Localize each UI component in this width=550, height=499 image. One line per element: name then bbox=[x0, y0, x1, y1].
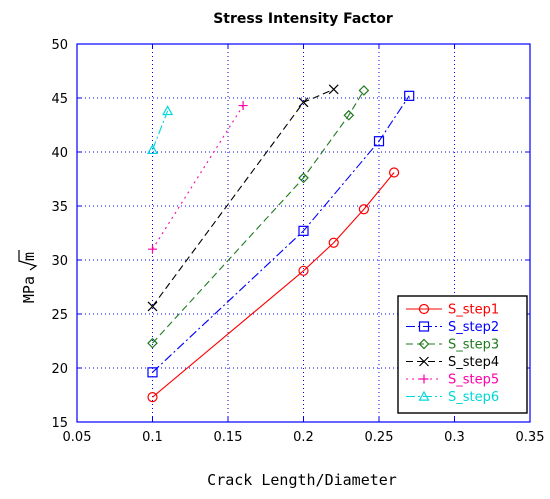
legend-label: S_step3 bbox=[448, 338, 499, 353]
legend-item: S_step3 bbox=[406, 338, 499, 353]
y-tick-label: 50 bbox=[51, 38, 68, 53]
y-tick-label: 35 bbox=[51, 200, 68, 215]
data-point-square bbox=[404, 90, 415, 101]
series-s-step1 bbox=[147, 167, 400, 403]
x-tick-label: 0.25 bbox=[365, 430, 394, 445]
data-point-circle bbox=[418, 303, 430, 315]
data-point-square bbox=[373, 136, 385, 147]
y-axis-title-unit: MPa bbox=[20, 276, 38, 303]
series-line bbox=[152, 172, 395, 398]
legend: S_step1 S_step2 S_step3 S_step4 S_step5 S_ste… bbox=[397, 295, 528, 414]
data-point-plus bbox=[238, 101, 248, 111]
data-point-triangle bbox=[418, 390, 430, 401]
series-line bbox=[152, 95, 410, 373]
legend-label: S_step5 bbox=[448, 373, 499, 388]
legend-item: S_step1 bbox=[406, 303, 499, 318]
series-s-step5 bbox=[148, 101, 248, 254]
legend-label: S_step6 bbox=[448, 390, 499, 405]
ticks-layer: 0.05 0.1 0.15 0.2 0.25 0.3 0.35 15 20 25 30 35 40 45 5… bbox=[51, 38, 544, 445]
data-point-plus bbox=[148, 244, 157, 254]
legend-label: S_step2 bbox=[448, 320, 499, 335]
legend-label: S_step4 bbox=[448, 355, 499, 370]
x-axis-title: Crack Length/Diameter bbox=[207, 471, 397, 489]
legend-label: S_step1 bbox=[448, 303, 499, 318]
data-point-circle bbox=[147, 392, 158, 403]
series-line bbox=[151, 110, 169, 151]
series-line bbox=[152, 90, 365, 344]
y-tick-label: 15 bbox=[51, 416, 68, 431]
x-tick-label: 0.1 bbox=[142, 430, 163, 445]
data-point-triangle bbox=[162, 105, 174, 116]
series-s-step3 bbox=[147, 85, 370, 349]
legend-item: S_step4 bbox=[406, 355, 499, 370]
data-point-square bbox=[298, 225, 309, 236]
x-tick-label: 0.2 bbox=[293, 430, 314, 445]
data-point-square bbox=[418, 321, 430, 332]
x-tick-label: 0.05 bbox=[63, 430, 92, 445]
y-axis-title-sqrt-arg: m bbox=[20, 252, 38, 261]
y-axis-title: MPa m bbox=[18, 250, 38, 303]
series-s-step6 bbox=[146, 105, 174, 155]
data-point-x bbox=[328, 84, 339, 95]
series-layer bbox=[146, 84, 415, 403]
data-point-circle bbox=[298, 265, 309, 276]
data-point-plus bbox=[419, 374, 429, 384]
legend-item: S_step6 bbox=[406, 390, 499, 405]
legend-item: S_step5 bbox=[406, 373, 499, 388]
data-point-x bbox=[298, 97, 309, 108]
y-tick-label: 45 bbox=[51, 92, 68, 107]
y-tick-label: 40 bbox=[51, 146, 68, 161]
data-point-square bbox=[147, 367, 158, 378]
chart-title: Stress Intensity Factor bbox=[213, 11, 393, 27]
y-tick-label: 30 bbox=[51, 254, 68, 269]
data-point-diamond bbox=[418, 338, 430, 350]
y-tick-label: 25 bbox=[51, 308, 68, 323]
series-s-step4 bbox=[147, 84, 339, 312]
data-point-x bbox=[147, 301, 158, 312]
data-point-x bbox=[419, 356, 429, 367]
legend-item: S_step2 bbox=[406, 320, 499, 335]
x-tick-label: 0.3 bbox=[444, 430, 465, 445]
data-point-circle bbox=[358, 204, 369, 215]
data-point-diamond bbox=[343, 109, 355, 121]
x-tick-label: 0.35 bbox=[516, 430, 545, 445]
legend-box bbox=[397, 295, 528, 414]
data-point-diamond bbox=[298, 172, 309, 184]
y-tick-label: 20 bbox=[51, 362, 68, 377]
sqrt-sign-icon bbox=[18, 250, 38, 271]
data-point-diamond bbox=[147, 337, 158, 349]
data-point-diamond bbox=[358, 85, 370, 96]
data-point-circle bbox=[389, 167, 400, 178]
data-point-circle bbox=[328, 237, 339, 248]
series-s-step2 bbox=[147, 90, 415, 378]
x-tick-label: 0.15 bbox=[214, 430, 243, 445]
data-point-triangle bbox=[146, 144, 159, 155]
series-line bbox=[152, 105, 244, 250]
